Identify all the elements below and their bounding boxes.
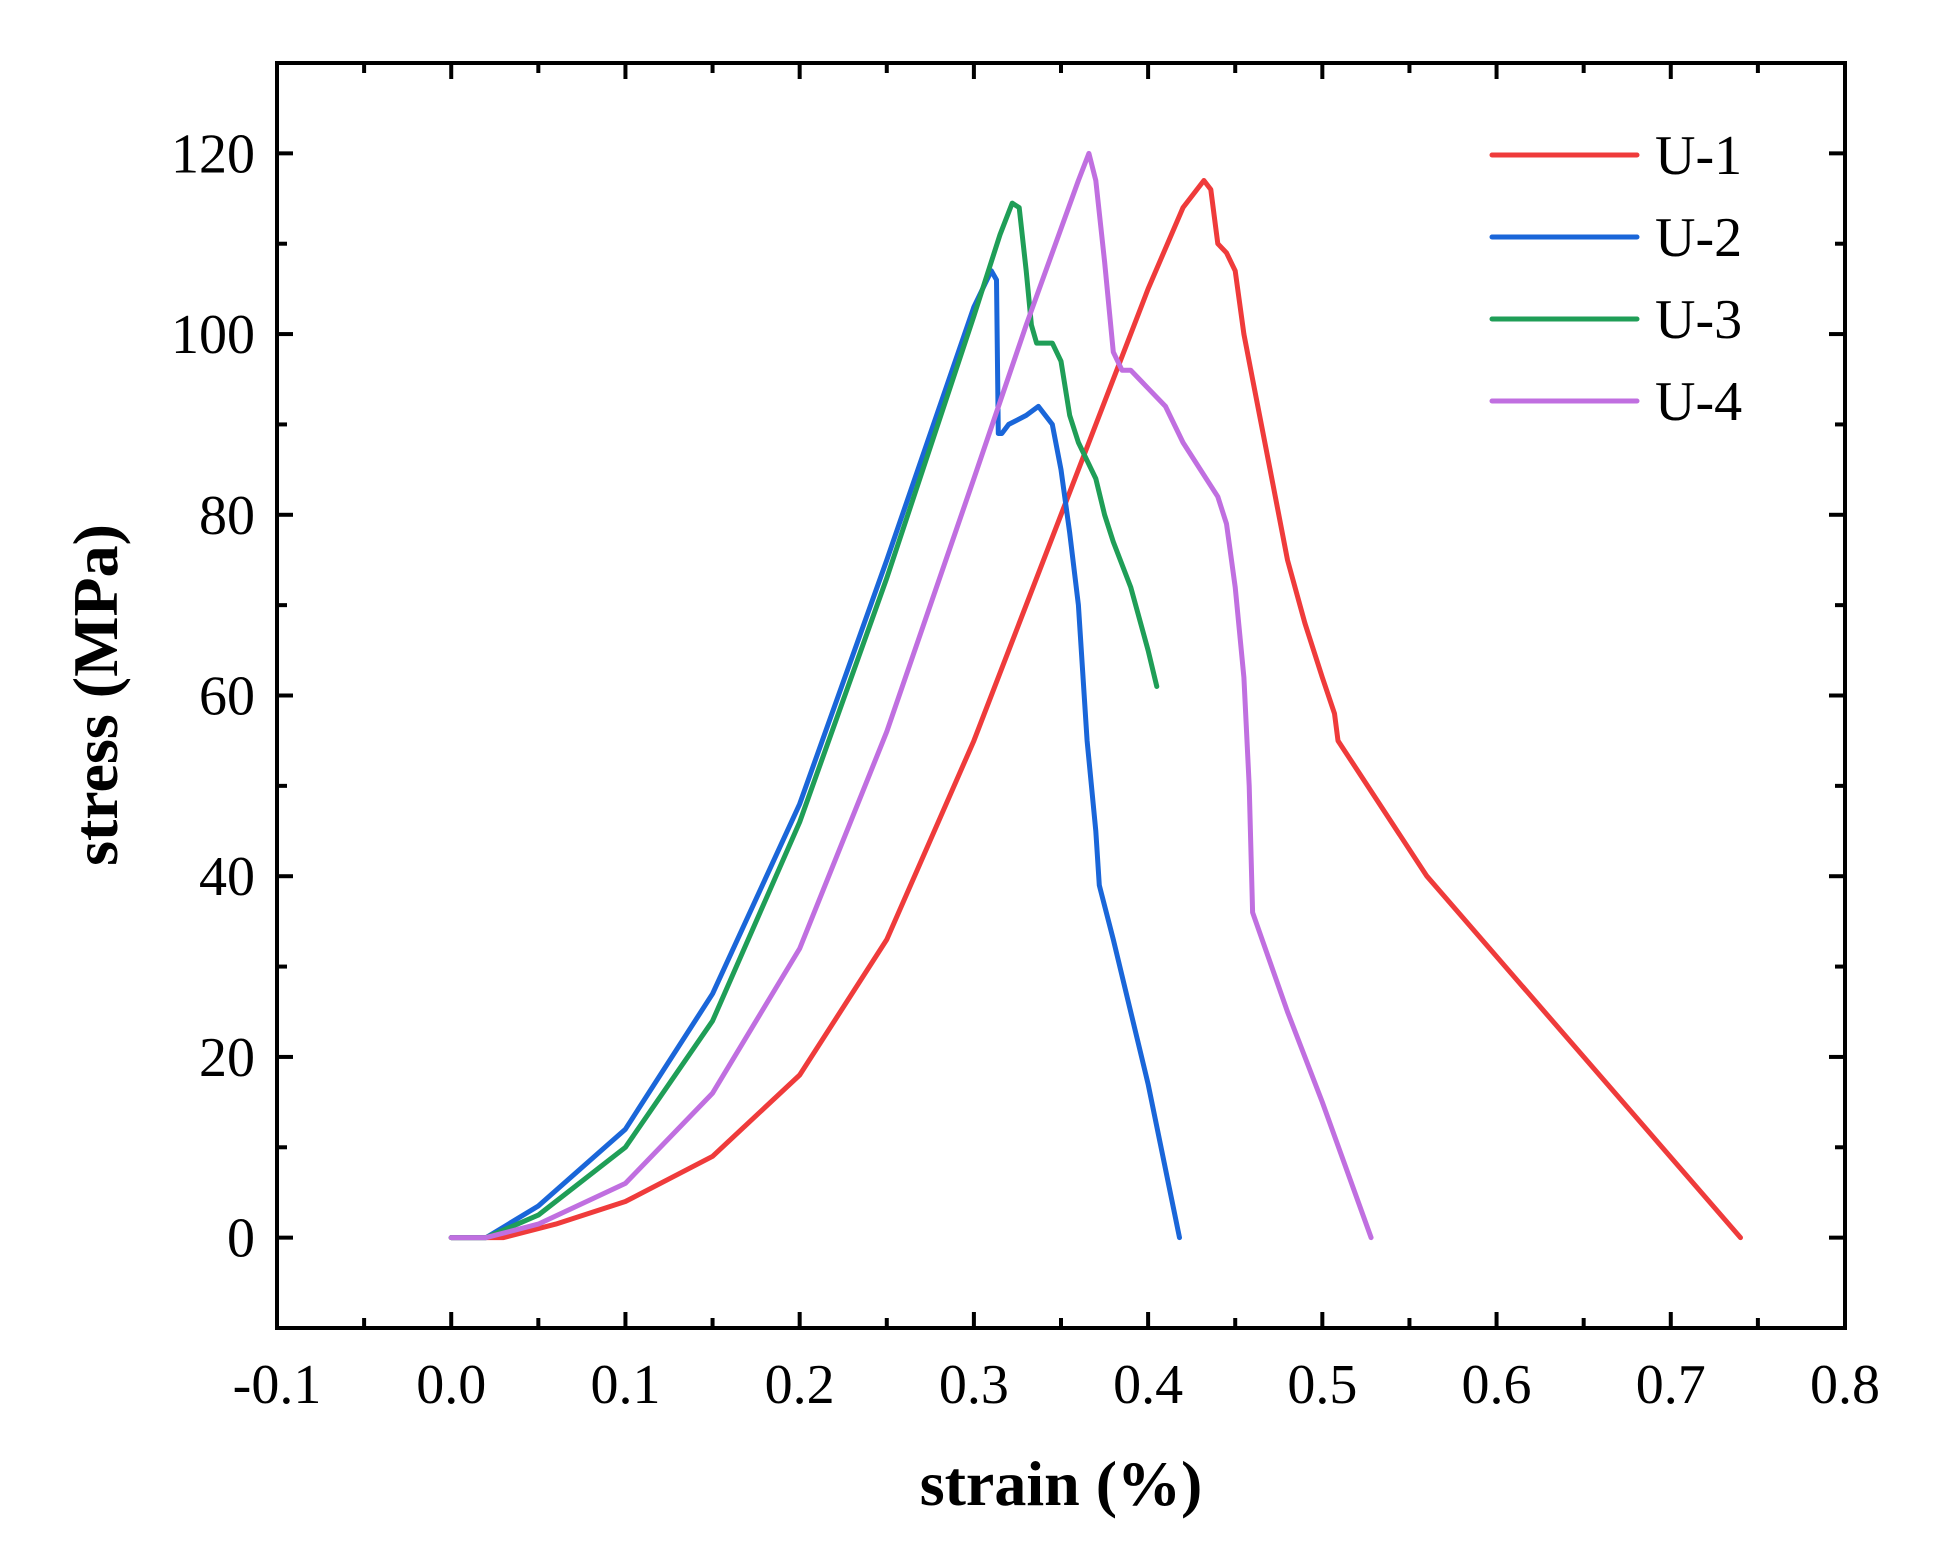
- y-tick-label: 100: [171, 304, 255, 366]
- series-line-u-4: [448, 150, 1374, 1241]
- series-line-u-2: [448, 268, 1182, 1241]
- legend-label-u-3: U-3: [1655, 289, 1742, 351]
- y-tick-label: 0: [227, 1208, 255, 1270]
- x-tick-label: 0.5: [1287, 1354, 1357, 1416]
- x-axis-title: strain (%): [920, 1448, 1203, 1519]
- ticks: -0.1 0.0 0.1 0.2 0.3 0.4 0.5 0.6 0.7 0.8 0 20 40 60 80…: [171, 61, 1880, 1416]
- series-line-u-1: [448, 178, 1743, 1241]
- x-tick-label: 0.6: [1462, 1354, 1532, 1416]
- legend-label-u-1: U-1: [1655, 125, 1742, 187]
- x-tick-label: -0.1: [233, 1354, 322, 1416]
- series-lines: [448, 150, 1743, 1241]
- legend-label-u-4: U-4: [1655, 371, 1742, 433]
- y-tick-label: 60: [199, 666, 255, 728]
- plot-frame: [275, 61, 1847, 1330]
- legend: U-1 U-2 U-3 U-4: [1489, 125, 1742, 433]
- x-tick-label: 0.3: [939, 1354, 1009, 1416]
- y-tick-label: 80: [199, 485, 255, 547]
- y-axis-title: stress (MPa): [60, 524, 131, 866]
- y-tick-label: 120: [171, 123, 255, 185]
- x-tick-label: 0.0: [416, 1354, 486, 1416]
- x-tick-label: 0.7: [1636, 1354, 1706, 1416]
- series-line-u-3: [448, 200, 1160, 1241]
- y-tick-label: 20: [199, 1027, 255, 1089]
- x-tick-label: 0.8: [1810, 1354, 1880, 1416]
- x-tick-label: 0.1: [590, 1354, 660, 1416]
- x-tick-label: 0.2: [765, 1354, 835, 1416]
- legend-label-u-2: U-2: [1655, 207, 1742, 269]
- x-tick-label: 0.4: [1113, 1354, 1183, 1416]
- y-tick-label: 40: [199, 846, 255, 908]
